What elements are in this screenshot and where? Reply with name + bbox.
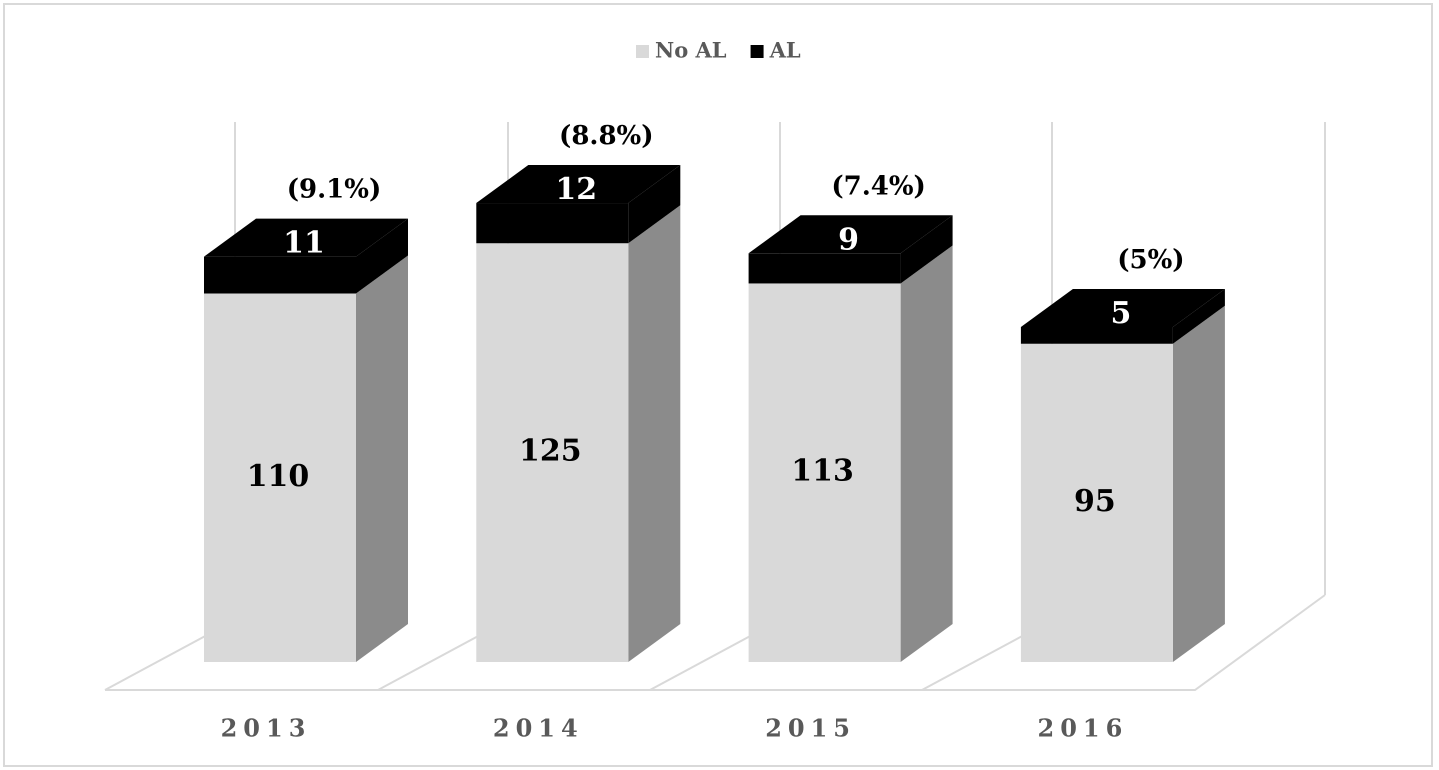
x-tick-label: 2015 — [765, 714, 856, 743]
x-tick-label: 2013 — [221, 714, 312, 743]
bar — [748, 283, 901, 662]
bar — [204, 293, 356, 662]
bar — [476, 243, 629, 662]
annotation: (7.4%) — [831, 171, 926, 201]
value-label: 125 — [519, 434, 582, 469]
value-label: 9 — [838, 222, 859, 257]
legend-label: No AL — [655, 38, 727, 63]
bar — [476, 203, 629, 244]
value-label: 5 — [1110, 296, 1131, 331]
bar-side — [356, 255, 408, 662]
value-label: 12 — [555, 172, 597, 207]
bar — [748, 253, 901, 284]
value-label: 11 — [283, 226, 325, 261]
legend-label: AL — [769, 38, 801, 63]
bar-side — [628, 205, 681, 662]
bar-top — [748, 215, 953, 254]
annotation: (5%) — [1117, 245, 1184, 275]
bar-side — [900, 245, 953, 662]
annotation: (8.8%) — [559, 121, 654, 151]
x-tick-label: 2014 — [493, 714, 584, 743]
value-label: 113 — [791, 454, 854, 489]
bar — [1020, 343, 1173, 662]
bar-top — [204, 218, 408, 257]
bar-side — [1172, 289, 1225, 344]
value-label: 95 — [1074, 484, 1116, 519]
bar-top — [476, 165, 681, 204]
bar-side — [356, 218, 408, 294]
x-tick-label: 2016 — [1038, 714, 1129, 743]
bar-side — [900, 215, 953, 284]
bar-side — [628, 165, 681, 244]
annotation: (9.1%) — [287, 175, 382, 205]
bar — [1020, 327, 1173, 344]
value-label: 110 — [247, 459, 310, 494]
bar — [204, 256, 356, 294]
legend-swatch — [750, 45, 764, 58]
legend-swatch — [636, 45, 649, 58]
bar-side — [1172, 305, 1225, 662]
bar-top — [1020, 289, 1225, 327]
